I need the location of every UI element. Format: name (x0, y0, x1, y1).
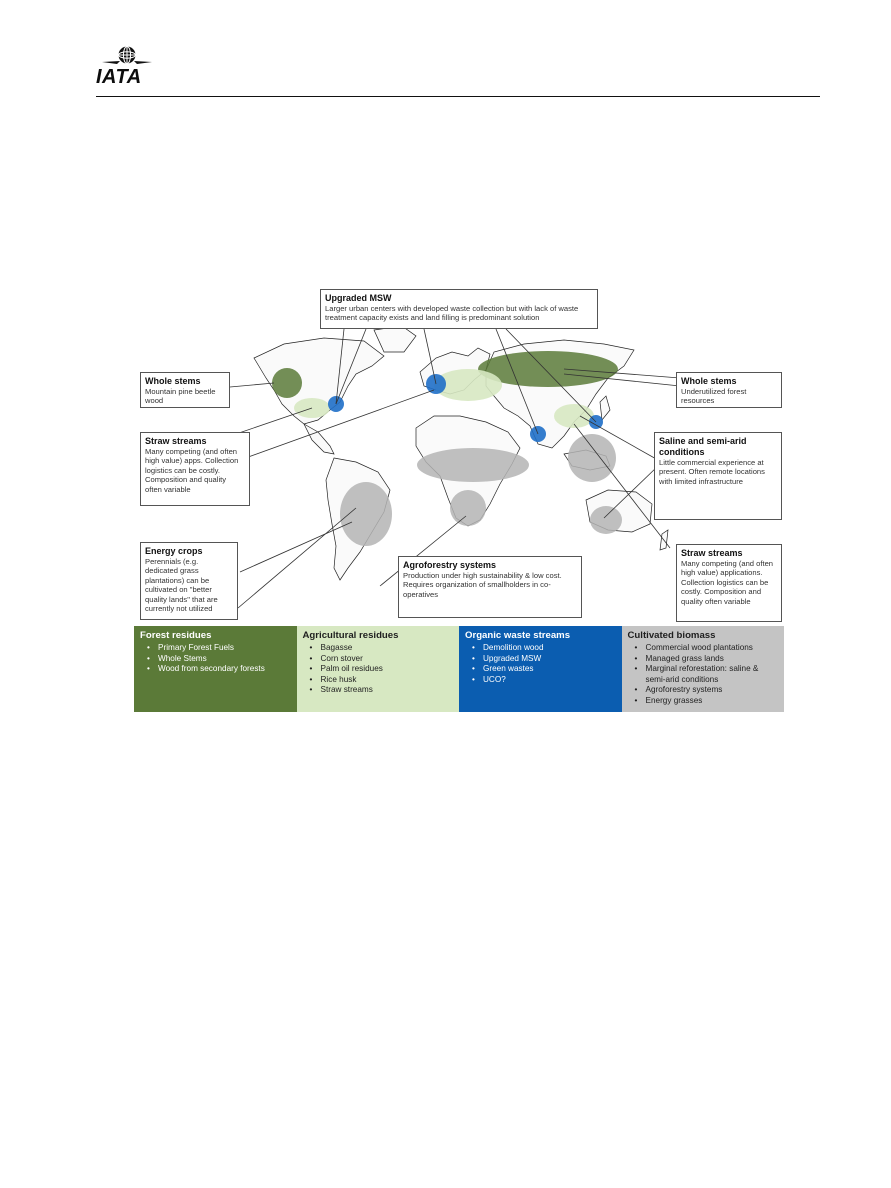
callout-saline-body: Little commercial experience at present.… (659, 458, 765, 486)
callout-saline-title: Saline and semi-arid conditions (659, 436, 747, 457)
callout-agroforestry-title: Agroforestry systems (403, 560, 497, 570)
legend-item: Corn stover (310, 654, 454, 665)
callout-straw-streams-right-body: Many competing (and often high value) ap… (681, 559, 774, 606)
legend-organic-list: Demolition wood Upgraded MSW Green waste… (465, 643, 616, 685)
legend-organic-waste-streams: Organic waste streams Demolition wood Up… (459, 626, 622, 712)
legend-cultivated-title: Cultivated biomass (627, 630, 716, 641)
biomass-figure: Upgraded MSW Larger urban centers with d… (134, 286, 784, 714)
callout-upgraded-msw-title: Upgraded MSW (325, 293, 392, 303)
legend-agricultural-residues: Agricultural residues Bagasse Corn stove… (296, 626, 459, 712)
biomass-legend: Forest residues Primary Forest Fuels Who… (134, 626, 784, 712)
legend-item: Wood from secondary forests (147, 664, 291, 675)
callout-whole-stems-left: Whole stems Mountain pine beetle wood (140, 372, 230, 408)
callout-whole-stems-right-body: Underutilized forest resources (681, 387, 747, 406)
legend-item: Managed grass lands (635, 654, 779, 665)
callout-saline: Saline and semi-arid conditions Little c… (654, 432, 782, 520)
callout-whole-stems-left-title: Whole stems (145, 376, 201, 386)
zone-agroforestry-south-africa (450, 490, 486, 526)
legend-item: Whole Stems (147, 654, 291, 665)
legend-cultivated-list: Commercial wood plantations Managed gras… (628, 643, 779, 707)
callout-straw-streams-left-title: Straw streams (145, 436, 207, 446)
callout-straw-streams-right: Straw streams Many competing (and often … (676, 544, 782, 622)
callout-whole-stems-right-title: Whole stems (681, 376, 737, 386)
legend-item: Energy grasses (635, 696, 779, 707)
central-america-landmass (303, 423, 335, 455)
callout-whole-stems-right: Whole stems Underutilized forest resourc… (676, 372, 782, 408)
legend-item: Primary Forest Fuels (147, 643, 291, 654)
header-rule (96, 96, 820, 97)
legend-item: Rice husk (310, 675, 454, 686)
zone-agroforestry-africa (417, 448, 529, 482)
callout-leader-lines (229, 328, 681, 609)
legend-forest-title: Forest residues (140, 630, 212, 641)
legend-forest-residues: Forest residues Primary Forest Fuels Who… (134, 626, 297, 712)
legend-agri-title: Agricultural residues (302, 630, 399, 641)
legend-item: Upgraded MSW (472, 654, 616, 665)
world-map (229, 325, 681, 609)
callout-agroforestry: Agroforestry systems Production under hi… (398, 556, 582, 618)
legend-item: Straw streams (310, 685, 454, 696)
legend-item: Green wastes (472, 664, 616, 675)
zone-saline-australia (590, 506, 622, 534)
legend-organic-title: Organic waste streams (465, 630, 571, 641)
legend-item: Demolition wood (472, 643, 616, 654)
legend-item: Bagasse (310, 643, 454, 654)
callout-whole-stems-left-body: Mountain pine beetle wood (145, 387, 216, 406)
zone-whole-stems-siberia (478, 351, 618, 387)
legend-item: Commercial wood plantations (635, 643, 779, 654)
callout-upgraded-msw: Upgraded MSW Larger urban centers with d… (320, 289, 598, 329)
legend-item: Marginal reforestation: saline & semi-ar… (635, 664, 779, 685)
callout-upgraded-msw-body: Larger urban centers with developed wast… (325, 304, 579, 323)
callout-energy-crops-body: Perennials (e.g. dedicated grass plantat… (145, 557, 218, 614)
legend-item: Agroforestry systems (635, 685, 779, 696)
callout-straw-streams-right-title: Straw streams (681, 548, 743, 558)
zone-energy-crops-brazil (340, 482, 392, 546)
legend-forest-list: Primary Forest Fuels Whole Stems Wood fr… (140, 643, 291, 675)
callout-straw-streams-left: Straw streams Many competing (and often … (140, 432, 250, 506)
legend-item: Palm oil residues (310, 664, 454, 675)
legend-item: UCO? (472, 675, 616, 686)
legend-cultivated-biomass: Cultivated biomass Commercial wood plant… (621, 626, 784, 712)
page-header: IATA (96, 44, 820, 98)
zone-straw-europe (434, 369, 502, 401)
legend-agri-list: Bagasse Corn stover Palm oil residues Ri… (303, 643, 454, 696)
callout-straw-streams-left-body: Many competing (and often high value) ap… (145, 447, 239, 494)
greenland-landmass (373, 325, 417, 353)
callout-agroforestry-body: Production under high sustainability & l… (403, 571, 562, 599)
zone-saline-india (568, 434, 616, 482)
japan-landmass (599, 395, 611, 421)
iata-logo-text: IATA (96, 66, 142, 88)
callout-energy-crops-title: Energy crops (145, 546, 203, 556)
zone-whole-stems-canada (272, 368, 302, 398)
callout-energy-crops: Energy crops Perennials (e.g. dedicated … (140, 542, 238, 620)
iata-globe-icon (102, 46, 152, 64)
